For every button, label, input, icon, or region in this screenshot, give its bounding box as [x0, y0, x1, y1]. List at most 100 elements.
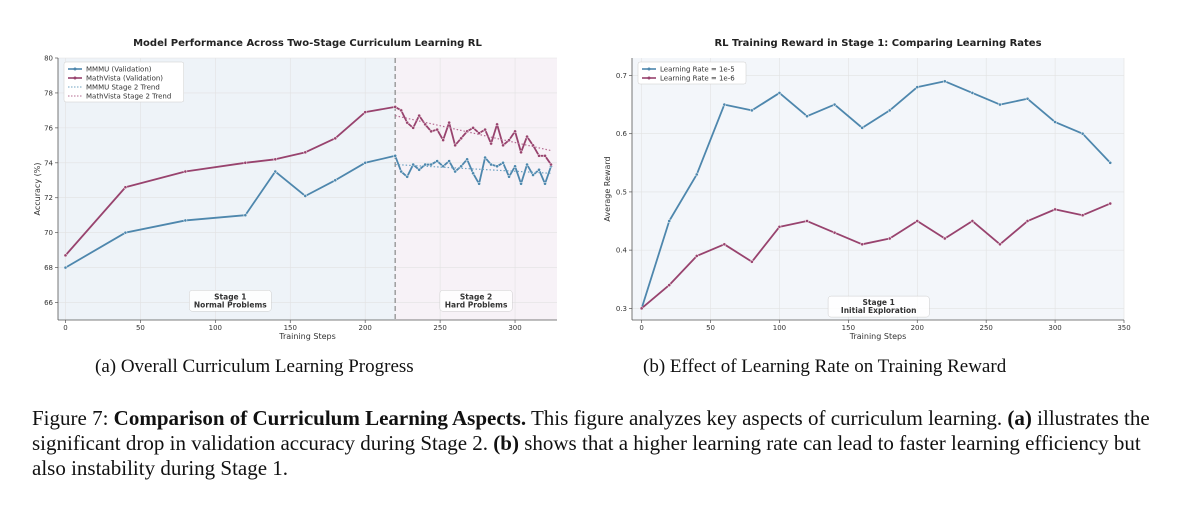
series-2-point — [777, 224, 782, 229]
figure-caption-bold-b: (b) — [493, 431, 519, 455]
y-tick-label: 78 — [44, 89, 53, 97]
series-2-point — [513, 129, 517, 134]
x-tick-label: 150 — [284, 324, 297, 332]
series-2-point — [429, 129, 433, 134]
series-1-point — [970, 91, 975, 95]
series-1-point — [543, 181, 547, 186]
series-2-point — [411, 126, 415, 130]
series-1-point — [429, 162, 433, 167]
subcaption-b: (b) Effect of Learning Rate on Training … — [643, 356, 1007, 377]
y-tick-label: 0.7 — [616, 72, 627, 80]
series-1 — [639, 79, 1113, 311]
y-tick-label: 0.6 — [616, 130, 628, 138]
series-2-point — [805, 219, 809, 223]
series-2-point — [417, 113, 421, 118]
series-2-point — [1053, 207, 1057, 212]
series-2-point — [489, 141, 493, 146]
series-2-line — [641, 202, 1111, 310]
series-2-point — [543, 153, 547, 158]
series-4 — [395, 115, 552, 152]
series-2-point — [483, 127, 487, 132]
series-1-point — [303, 194, 308, 198]
legend-marker-1 — [73, 67, 77, 71]
x-tick-label: 250 — [433, 324, 446, 332]
series-2-point — [183, 169, 188, 174]
series-1-point — [459, 164, 463, 169]
stage-annotation-title: Stage 1 — [863, 298, 895, 307]
figure-caption-text-1: This figure analyzes key aspects of curr… — [530, 406, 1003, 430]
series-2-point — [722, 242, 727, 247]
y-tick-label: 76 — [44, 124, 53, 132]
series-2-point — [405, 120, 410, 125]
series-1-point — [667, 219, 672, 223]
x-tick-label: 50 — [136, 324, 145, 332]
series-1-point — [363, 160, 368, 165]
series-1-point — [832, 102, 837, 107]
series-1-point — [453, 169, 457, 174]
y-tick-label: 0.4 — [616, 247, 628, 255]
series-1-point — [471, 171, 475, 176]
series-1-point — [393, 153, 398, 158]
series-2-point — [423, 122, 427, 127]
series-2-point — [303, 150, 308, 155]
series-2-point — [447, 120, 451, 125]
region-label-2-subtitle: Hard Problems — [445, 300, 508, 309]
series-1-point — [501, 160, 505, 165]
series-2-point — [495, 122, 499, 127]
legend-marker-1 — [647, 67, 651, 71]
series-2-point — [694, 254, 699, 258]
series-2-point — [639, 306, 644, 311]
x-tick-label: 300 — [1048, 324, 1061, 332]
plot-area — [632, 58, 1124, 320]
series-1-point — [399, 169, 404, 174]
series-3-line — [395, 163, 552, 174]
series-1-point — [915, 85, 920, 89]
chart-a: 0 50 100 150 200 250 300 66 68 70 72 74 76 78 80 Traini… — [33, 38, 557, 341]
series-2-point — [363, 110, 368, 114]
series-1-point — [887, 108, 892, 113]
figure-caption-bold-a: (a) — [1007, 406, 1032, 430]
series-2-point — [750, 259, 754, 264]
chart-title: RL Training Reward in Stage 1: Comparing… — [714, 38, 1041, 49]
series-2-point — [998, 242, 1002, 247]
region-label-1-title: Stage 1 — [214, 292, 246, 301]
x-tick-label: 0 — [639, 324, 643, 332]
series-2-point — [860, 242, 865, 247]
series-2-point — [970, 219, 975, 223]
figure-caption-label: Figure 7: — [32, 406, 109, 430]
x-tick-label: 50 — [706, 324, 715, 332]
stage-annotation-subtitle: Initial Exploration — [841, 306, 917, 315]
series-1-point — [519, 181, 523, 186]
series-1-point — [483, 155, 487, 160]
x-tick-label: 300 — [508, 324, 521, 332]
series-2-point — [243, 160, 248, 165]
legend-label-1: Learning Rate = 1e-5 — [660, 66, 735, 74]
series-1-point — [1108, 160, 1113, 165]
series-2 — [639, 201, 1113, 311]
y-tick-label: 66 — [44, 299, 53, 307]
series-2-point — [453, 143, 457, 148]
series-4-line — [395, 115, 552, 152]
series-2-point — [942, 236, 947, 241]
series-1-point — [998, 102, 1002, 107]
figure-caption: Figure 7: Comparison of Curriculum Learn… — [32, 406, 1162, 481]
series-2-point — [832, 230, 837, 235]
x-tick-label: 250 — [979, 324, 992, 332]
legend-marker-2 — [647, 76, 651, 80]
series-1-point — [777, 91, 782, 95]
legend-label-2: MathVista (Validation) — [86, 75, 163, 83]
series-1-point — [447, 159, 451, 163]
y-axis-label: Average Reward — [603, 156, 612, 221]
series-2-point — [333, 136, 338, 141]
series-1-point — [805, 114, 809, 119]
series-2-point — [537, 153, 541, 158]
series-1-point — [722, 102, 727, 107]
x-tick-label: 150 — [842, 324, 855, 332]
series-2-point — [273, 157, 278, 162]
y-tick-label: 70 — [44, 229, 53, 237]
figure-caption-text-2: illustrates the significant drop in vali… — [32, 406, 1150, 455]
series-1-point — [1080, 131, 1085, 136]
series-1-point — [423, 162, 427, 167]
series-2-point — [1108, 201, 1113, 206]
legend-box — [63, 61, 184, 103]
